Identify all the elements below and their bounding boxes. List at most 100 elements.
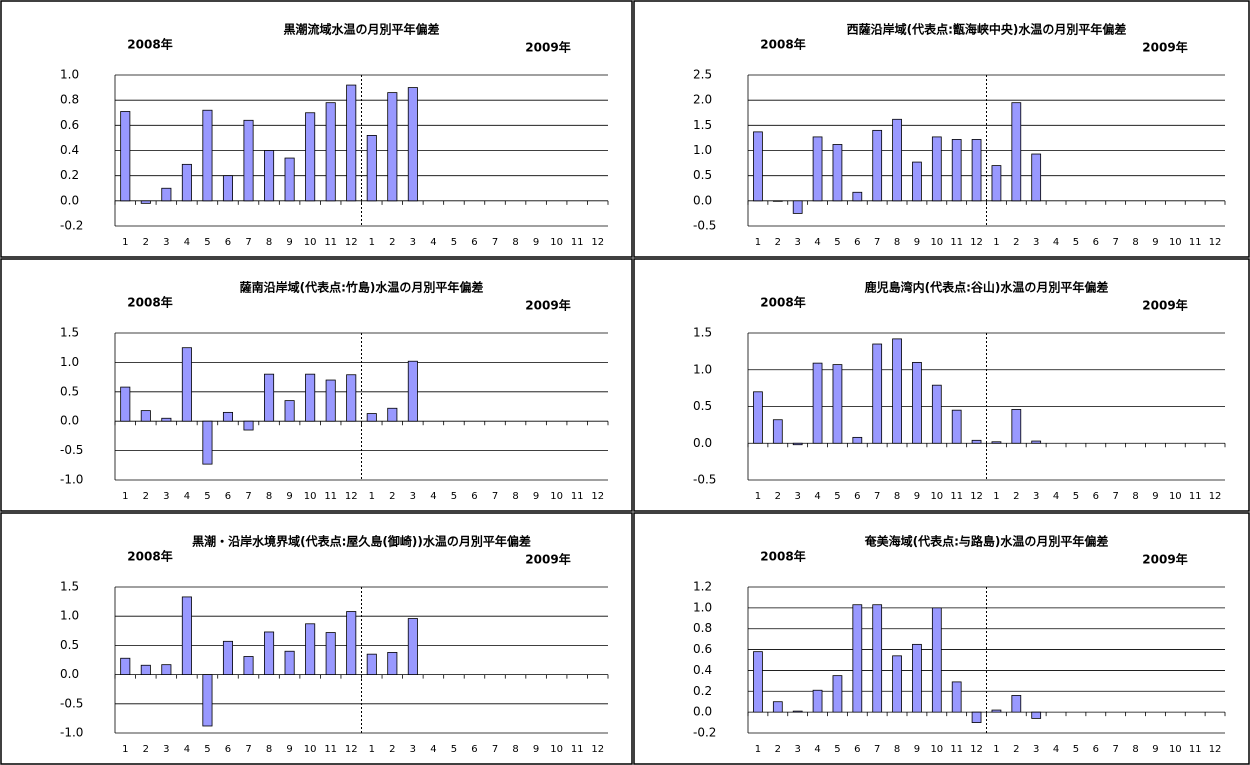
x-tick-label: 10 [550,744,563,755]
bar [991,441,1002,444]
x-tick-label: 7 [245,744,251,755]
bar [772,419,783,444]
bar [872,343,883,444]
x-tick-label: 3 [163,237,169,248]
x-tick-label: 5 [451,744,457,755]
panel-border [633,512,1250,765]
y-tick-label: 1.0 [60,355,79,369]
x-tick-label: 2 [1013,491,1019,502]
x-tick-label: 2 [143,237,149,248]
y-tick-label: -1.0 [60,473,83,487]
x-tick-label: 6 [1093,237,1099,248]
x-tick-label: 1 [993,491,999,502]
x-tick-label: 1 [755,237,761,248]
x-tick-label: 10 [1169,491,1182,502]
x-tick-label: 4 [1053,237,1059,248]
bar [346,374,357,422]
panel-border [0,258,633,512]
x-tick-label: 2 [143,491,149,502]
x-tick-label: 1 [369,744,375,755]
bar [1031,440,1042,444]
x-tick-label: 6 [471,744,477,755]
x-tick-label: 12 [970,491,983,502]
x-tick-label: 3 [410,491,416,502]
x-tick-label: 12 [1209,491,1222,502]
panel-border [633,0,1250,258]
bar [852,604,863,713]
x-tick-label: 3 [1033,237,1039,248]
x-tick-label: 5 [1073,491,1079,502]
bar [1031,711,1042,719]
bar [407,87,418,202]
y-tick-label: 0.5 [693,399,712,413]
y-tick-label: 0.2 [693,684,712,698]
bar [366,413,377,422]
x-tick-label: 8 [1132,237,1138,248]
x-tick-label: 7 [1113,491,1119,502]
y-tick-label: 0.5 [60,384,79,398]
bar [202,420,213,465]
y-tick-label: 1.5 [693,326,712,340]
bar [912,361,922,444]
y-tick-label: 0.5 [60,638,79,652]
x-tick-label: 12 [970,744,983,755]
y-tick-label: -1.0 [60,726,83,740]
x-tick-label: 7 [245,237,251,248]
x-tick-label: 5 [834,491,840,502]
y-tick-label: 2.5 [693,68,712,82]
bar [264,373,275,422]
y-tick-label: 1.5 [60,326,79,340]
x-tick-label: 5 [834,237,840,248]
x-tick-label: 12 [970,237,983,248]
x-tick-label: 9 [1152,491,1158,502]
bar [951,139,962,202]
bar [832,675,843,713]
bar [181,347,192,422]
bar [366,653,377,675]
x-tick-label: 1 [122,744,128,755]
bar [181,596,192,675]
y-tick-label: -0.2 [60,219,83,233]
y-tick-label: 0.4 [60,143,79,157]
x-tick-label: 8 [894,491,900,502]
x-tick-label: 2 [143,744,149,755]
x-tick-label: 7 [1113,237,1119,248]
y-tick-label: -0.5 [693,219,716,233]
x-tick-label: 7 [874,744,880,755]
bar [991,165,1002,202]
x-tick-label: 9 [533,237,539,248]
x-tick-label: 8 [512,744,518,755]
y-tick-label: 0.6 [60,118,79,132]
bar [832,144,843,202]
x-tick-label: 8 [266,491,272,502]
x-tick-label: 10 [930,744,943,755]
x-tick-label: 7 [492,491,498,502]
x-tick-label: 12 [345,491,358,502]
x-tick-label: 9 [533,491,539,502]
x-tick-label: 9 [286,491,292,502]
bar [892,118,902,202]
x-tick-label: 11 [324,491,337,502]
bar [325,379,336,422]
x-tick-label: 2 [775,491,781,502]
x-tick-label: 4 [1053,744,1059,755]
x-tick-label: 6 [471,491,477,502]
panel-border [633,258,1250,512]
x-tick-label: 6 [854,491,860,502]
bar [325,632,336,676]
x-tick-label: 3 [410,237,416,248]
y-tick-label: 0.2 [60,168,79,182]
x-tick-label: 1 [755,744,761,755]
x-tick-label: 11 [571,491,584,502]
x-tick-label: 4 [814,744,820,755]
year-label: 2008年 [760,295,805,310]
x-tick-label: 12 [591,744,604,755]
x-tick-label: 12 [345,237,358,248]
x-tick-label: 10 [550,491,563,502]
x-tick-label: 11 [324,237,337,248]
bar [1031,153,1042,202]
bar [161,417,172,422]
x-tick-label: 5 [1073,237,1079,248]
chart-title: 鹿児島湾内(代表点:谷山)水温の月別平年偏差 [865,280,1109,295]
x-tick-label: 2 [389,491,395,502]
